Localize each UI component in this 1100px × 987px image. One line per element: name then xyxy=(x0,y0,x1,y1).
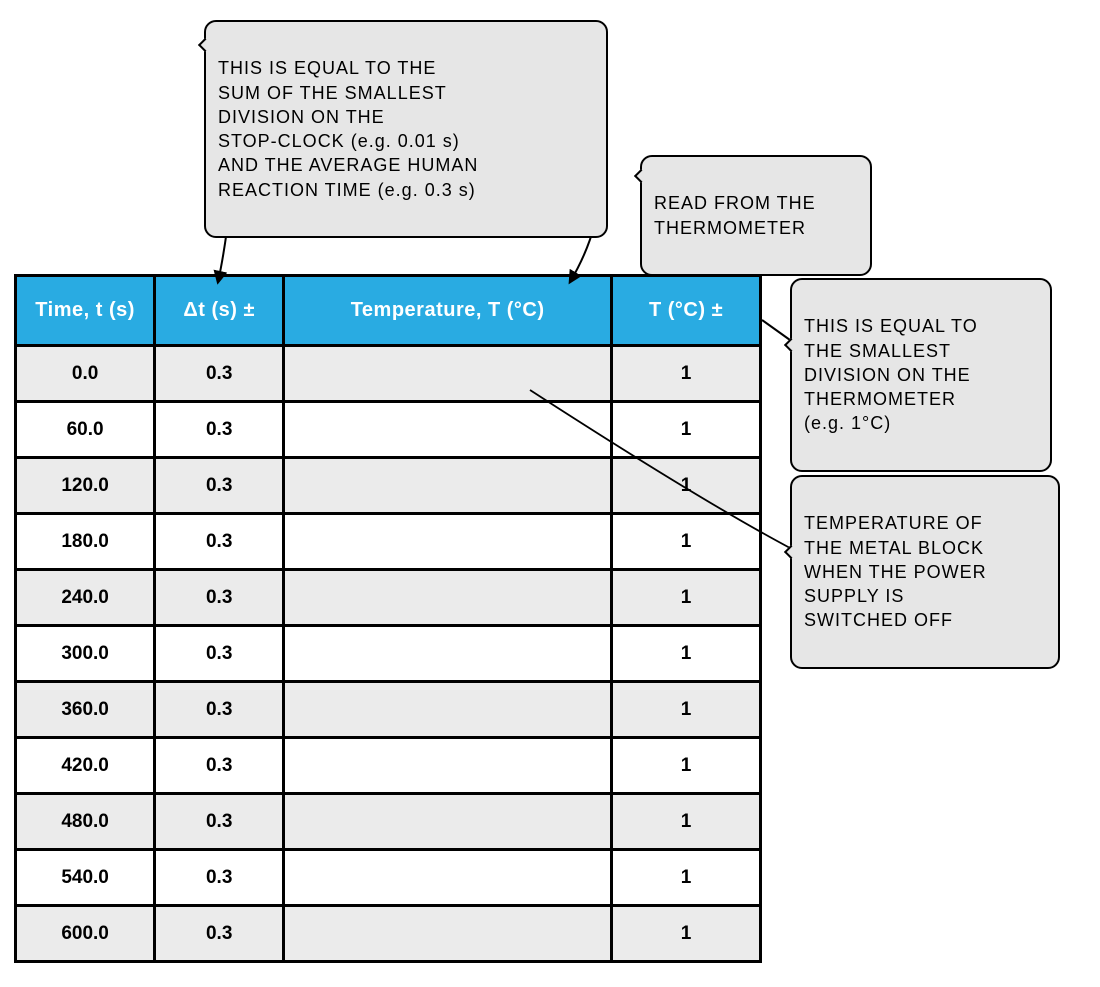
cell-temp xyxy=(284,738,612,794)
cell-tpm: 1 xyxy=(612,570,761,626)
cell-time: 240.0 xyxy=(16,570,155,626)
cell-dt: 0.3 xyxy=(155,514,284,570)
callout-tpm-uncertainty: THIS IS EQUAL TO THE SMALLEST DIVISION O… xyxy=(790,278,1052,472)
cell-temp xyxy=(284,514,612,570)
cell-time: 360.0 xyxy=(16,682,155,738)
col-header-temp: Temperature, T (°C) xyxy=(284,276,612,346)
callout-text: THIS IS EQUAL TO THE SUM OF THE SMALLEST… xyxy=(218,58,478,199)
cell-time: 0.0 xyxy=(16,346,155,402)
cell-dt: 0.3 xyxy=(155,402,284,458)
cell-tpm: 1 xyxy=(612,514,761,570)
callout-temp-read: READ FROM THE THERMOMETER xyxy=(640,155,872,276)
cell-time: 120.0 xyxy=(16,458,155,514)
cell-tpm: 1 xyxy=(612,346,761,402)
cell-temp xyxy=(284,346,612,402)
cell-tpm: 1 xyxy=(612,402,761,458)
table-row: 480.00.3 1 xyxy=(16,794,761,850)
table-body: 0.00.3160.00.31120.00.31180.00.31240.00.… xyxy=(16,346,761,962)
table-row: 0.00.3 1 xyxy=(16,346,761,402)
table-row: 600.00.3 1 xyxy=(16,906,761,962)
table-row: 240.00.3 1 xyxy=(16,570,761,626)
cell-temp xyxy=(284,682,612,738)
callout-text: THIS IS EQUAL TO THE SMALLEST DIVISION O… xyxy=(804,316,978,433)
cell-tpm: 1 xyxy=(612,906,761,962)
callout-text: TEMPERATURE OF THE METAL BLOCK WHEN THE … xyxy=(804,513,987,630)
cell-time: 540.0 xyxy=(16,850,155,906)
cell-dt: 0.3 xyxy=(155,794,284,850)
table-header-row: Time, t (s) Δt (s) ± Temperature, T (°C)… xyxy=(16,276,761,346)
table-row: 120.00.3 1 xyxy=(16,458,761,514)
cell-dt: 0.3 xyxy=(155,570,284,626)
table-row: 180.00.3 1 xyxy=(16,514,761,570)
data-table: Time, t (s) Δt (s) ± Temperature, T (°C)… xyxy=(14,274,762,963)
cell-tpm: 1 xyxy=(612,738,761,794)
cell-tpm: 1 xyxy=(612,458,761,514)
cell-tpm: 1 xyxy=(612,682,761,738)
cell-tpm: 1 xyxy=(612,850,761,906)
cell-dt: 0.3 xyxy=(155,850,284,906)
col-header-dt: Δt (s) ± xyxy=(155,276,284,346)
cell-dt: 0.3 xyxy=(155,346,284,402)
cell-dt: 0.3 xyxy=(155,738,284,794)
cell-temp xyxy=(284,458,612,514)
cell-tpm: 1 xyxy=(612,626,761,682)
cell-dt: 0.3 xyxy=(155,626,284,682)
table-row: 360.00.3 1 xyxy=(16,682,761,738)
cell-temp xyxy=(284,850,612,906)
cell-time: 60.0 xyxy=(16,402,155,458)
callout-dt-uncertainty: THIS IS EQUAL TO THE SUM OF THE SMALLEST… xyxy=(204,20,608,238)
col-header-tpm: T (°C) ± xyxy=(612,276,761,346)
cell-time: 180.0 xyxy=(16,514,155,570)
cell-time: 480.0 xyxy=(16,794,155,850)
cell-temp xyxy=(284,906,612,962)
cell-time: 600.0 xyxy=(16,906,155,962)
cell-time: 300.0 xyxy=(16,626,155,682)
callout-text: READ FROM THE THERMOMETER xyxy=(654,193,816,237)
cell-tpm: 1 xyxy=(612,794,761,850)
col-header-time: Time, t (s) xyxy=(16,276,155,346)
table-row: 60.00.3 1 xyxy=(16,402,761,458)
callout-first-row: TEMPERATURE OF THE METAL BLOCK WHEN THE … xyxy=(790,475,1060,669)
data-table-container: Time, t (s) Δt (s) ± Temperature, T (°C)… xyxy=(14,274,762,963)
cell-temp xyxy=(284,402,612,458)
cell-temp xyxy=(284,794,612,850)
cell-temp xyxy=(284,570,612,626)
cell-dt: 0.3 xyxy=(155,458,284,514)
table-row: 420.00.3 1 xyxy=(16,738,761,794)
cell-temp xyxy=(284,626,612,682)
cell-dt: 0.3 xyxy=(155,682,284,738)
table-row: 300.00.3 1 xyxy=(16,626,761,682)
table-row: 540.00.3 1 xyxy=(16,850,761,906)
cell-time: 420.0 xyxy=(16,738,155,794)
cell-dt: 0.3 xyxy=(155,906,284,962)
